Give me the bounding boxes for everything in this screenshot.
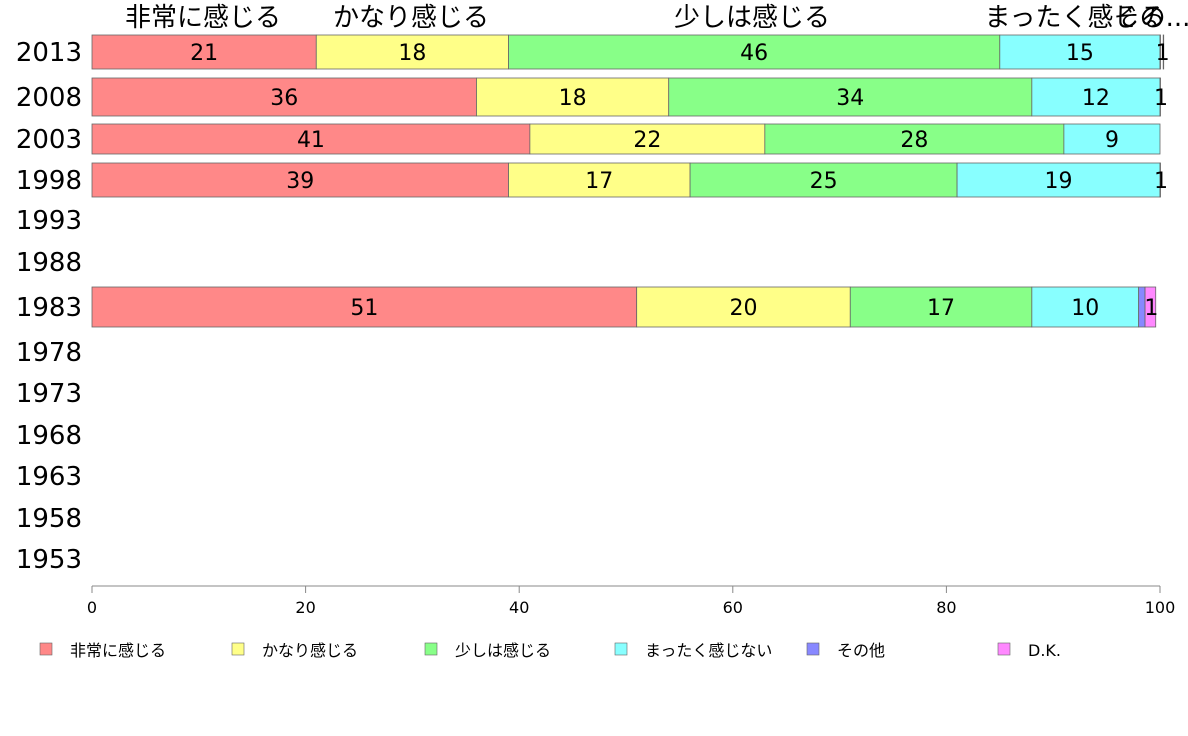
x-tick-label: 60 [723,598,743,617]
legend-label: かなり感じる [262,641,358,660]
legend-swatch [424,642,438,656]
bar-segment [91,162,509,198]
bar-segment [1162,34,1165,70]
bar-value-label: 9 [1105,128,1119,153]
bar-value-label: 15 [1066,41,1094,66]
bar-segment [315,34,509,70]
bar-value-label: 18 [559,86,587,111]
bar-segment [849,286,1033,328]
bar-segment [91,286,638,328]
bar-segment [476,77,670,117]
bar-segment [999,34,1161,70]
bar-value-label: 1 [1144,296,1158,321]
bar-segment [956,162,1161,198]
bar-segment [668,77,1033,117]
top-segment-label: 少しは感じる [674,3,830,33]
bar-value-label: 41 [297,128,325,153]
bar-segment [636,286,851,328]
bar-segment [689,162,958,198]
top-segment-label: 非常に感じる [125,3,281,33]
bar-segment [91,34,317,70]
bar-value-label: 1 [1156,41,1170,66]
legend-label: 非常に感じる [70,641,166,660]
x-tick-label: 80 [936,598,956,617]
legend-label: その他 [837,641,885,660]
bar-value-label: 28 [900,128,928,153]
top-segment-label: その... [1114,3,1188,33]
bar-segment [1031,77,1161,117]
bar-segment [508,162,691,198]
legend-swatch [39,642,53,656]
bar-value-label: 22 [633,128,661,153]
bar-segment [764,123,1065,155]
y-tick-label: 1978 [16,338,82,368]
bar-value-label: 46 [740,41,768,66]
bar-value-label: 21 [190,41,218,66]
bar-value-label: 19 [1045,169,1073,194]
legend-label: まったく感じない [645,641,772,660]
y-tick-label: 2003 [16,125,82,155]
bar-value-label: 20 [729,296,757,321]
x-tick-label: 100 [1145,598,1176,617]
bar-value-label: 34 [836,86,864,111]
y-tick-label: 1953 [16,545,82,575]
bar-segment [508,34,1001,70]
legend-label: 少しは感じる [455,641,551,660]
y-tick-label: 1958 [16,504,82,534]
bar-value-label: 17 [927,296,955,321]
bar-value-label: 51 [350,296,378,321]
legend-label: D.K. [1028,641,1061,660]
y-tick-label: 1963 [16,462,82,492]
bar-value-label: 17 [585,169,613,194]
y-tick-label: 2008 [16,83,82,113]
x-tick-label: 20 [295,598,315,617]
bar-segment [1063,123,1161,155]
legend-swatch [614,642,628,656]
legend-swatch [997,642,1011,656]
x-tick-label: 0 [87,598,97,617]
bar-value-label: 1 [1154,169,1168,194]
y-tick-label: 1988 [16,248,82,278]
y-tick-label: 1973 [16,379,82,409]
bar-value-label: 1 [1154,86,1168,111]
bar-segment [1159,77,1161,117]
legend-swatch [231,642,245,656]
y-tick-label: 1998 [16,166,82,196]
bar-segment [1159,162,1161,198]
bar-value-label: 18 [398,41,426,66]
y-tick-label: 2013 [16,38,82,68]
y-tick-label: 1993 [16,206,82,236]
bar-value-label: 12 [1082,86,1110,111]
bar-value-label: 39 [286,169,314,194]
bar-segment [91,123,531,155]
bar-value-label: 25 [810,169,838,194]
bar-value-label: 10 [1071,296,1099,321]
y-tick-label: 1983 [16,293,82,323]
legend-swatch [806,642,820,656]
top-segment-label: かなり感じる [333,3,489,33]
bar-segment [1144,286,1157,328]
x-tick-label: 40 [509,598,529,617]
bar-segment [91,77,477,117]
top-segment-label: まったく感じる [985,3,1166,33]
y-tick-label: 1968 [16,421,82,451]
bar-value-label: 36 [270,86,298,111]
bar-segment [1159,34,1161,70]
